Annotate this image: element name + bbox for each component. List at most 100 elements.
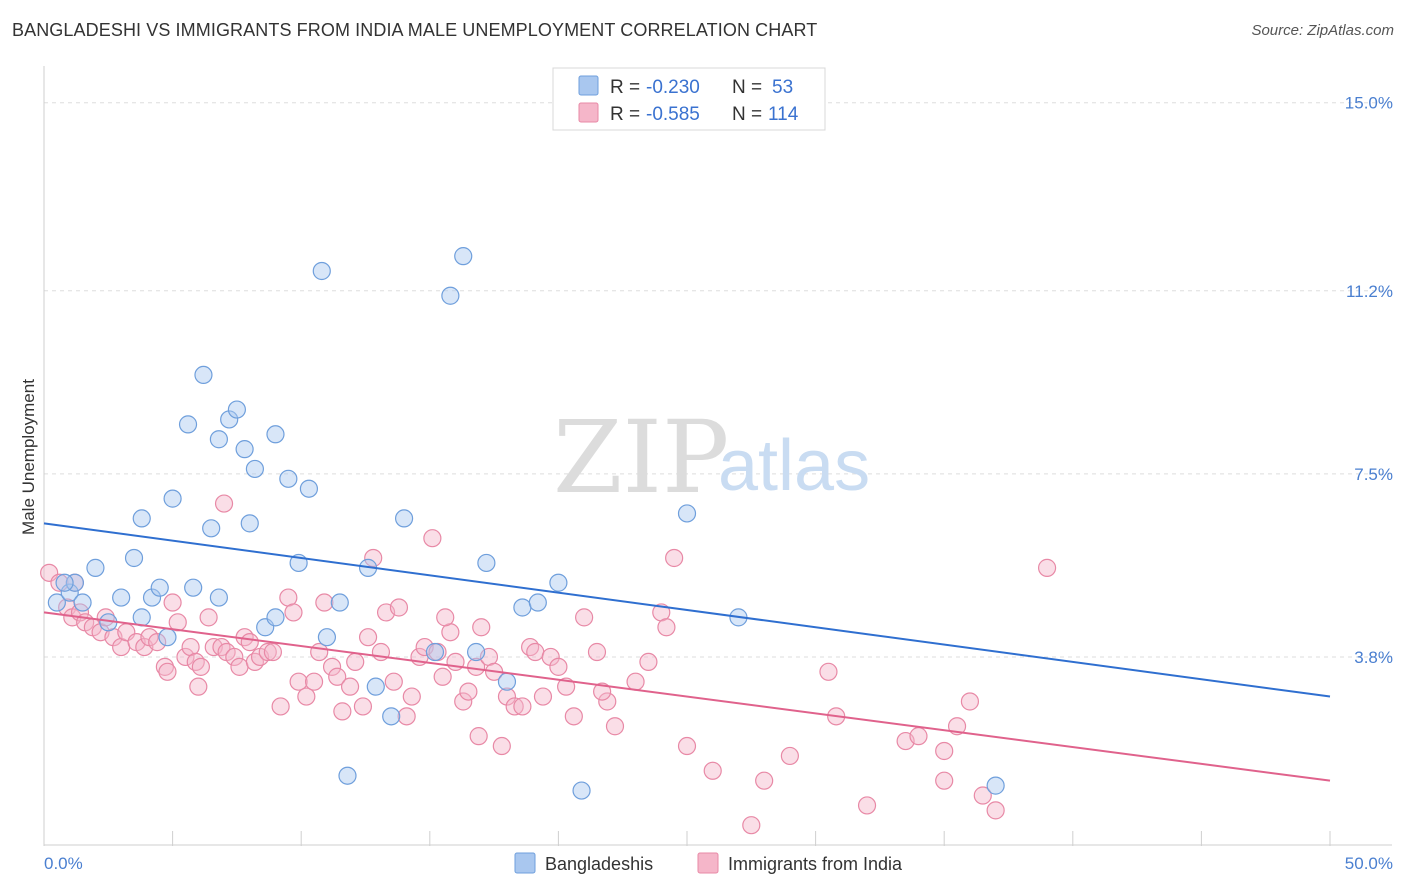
immigrants-india-point bbox=[575, 608, 594, 627]
grid bbox=[44, 102, 1392, 658]
y-axis-label: Male Unemployment bbox=[19, 379, 38, 535]
immigrants-india-point bbox=[587, 642, 607, 662]
immigrants-india-point bbox=[199, 608, 218, 627]
bangladeshis-point bbox=[266, 425, 285, 444]
tick-labels: 3.8% 7.5% 11.2% 15.0% 0.0% 50.0% bbox=[44, 94, 1393, 873]
immigrants-india-point bbox=[186, 652, 205, 672]
immigrants-india-point bbox=[454, 692, 473, 711]
immigrants-india-point bbox=[304, 672, 324, 691]
immigrants-india-trend-line bbox=[43, 611, 1331, 782]
legend-n-value-immigrants-india: 114 bbox=[768, 104, 799, 125]
bangladeshis-point bbox=[366, 677, 385, 696]
bangladeshis-point bbox=[338, 766, 357, 785]
bangladeshis-point bbox=[235, 440, 254, 459]
bangladeshis-point bbox=[124, 548, 144, 568]
immigrants-india-point bbox=[497, 687, 517, 706]
bangladeshis-point bbox=[60, 583, 79, 602]
immigrants-india-point bbox=[677, 736, 697, 756]
immigrants-india-point bbox=[364, 548, 383, 568]
immigrants-india-point bbox=[176, 647, 195, 667]
y-tick-label: 7.5% bbox=[1354, 465, 1393, 484]
bangladeshis-point bbox=[163, 489, 182, 508]
legend-r-value-bangladeshis: -0.230 bbox=[646, 77, 700, 98]
immigrants-india-point bbox=[526, 642, 545, 662]
immigrants-india-point bbox=[935, 741, 954, 761]
immigrants-india-point bbox=[639, 652, 658, 672]
axes bbox=[43, 66, 1392, 846]
immigrants-india-point bbox=[225, 647, 244, 667]
immigrants-india-point bbox=[436, 608, 455, 627]
legend-n-label: N = bbox=[732, 77, 762, 98]
bangladeshis-point bbox=[178, 415, 198, 434]
immigrants-india-point bbox=[742, 816, 761, 835]
bangladeshis-point bbox=[677, 504, 697, 523]
immigrants-india-point bbox=[240, 633, 259, 652]
bangladeshis-point bbox=[132, 509, 151, 528]
legend-r-label: R = bbox=[610, 77, 640, 98]
bangladeshis-point bbox=[47, 593, 66, 612]
immigrants-india-point bbox=[703, 761, 722, 780]
x-tick-label: 50.0% bbox=[1345, 854, 1393, 873]
immigrants-india-point bbox=[960, 692, 980, 711]
immigrants-india-point bbox=[191, 657, 210, 676]
immigrants-india-point bbox=[148, 633, 167, 652]
y-tick-label: 3.8% bbox=[1354, 648, 1393, 667]
bangladeshis-point bbox=[150, 578, 169, 597]
immigrants-india-point bbox=[289, 672, 308, 691]
bangladeshis-point bbox=[330, 593, 349, 612]
bangladeshis-point bbox=[382, 707, 401, 726]
bangladeshis-point bbox=[158, 628, 177, 647]
immigrants-india-point bbox=[549, 657, 568, 676]
immigrants-india-point bbox=[212, 637, 231, 657]
bottom-legend-swatch-bangladeshis bbox=[514, 852, 536, 874]
legend-r-label: R = bbox=[610, 104, 640, 125]
bangladeshis-point bbox=[202, 519, 221, 538]
immigrants-india-point bbox=[322, 657, 342, 676]
immigrants-india-point bbox=[986, 801, 1005, 820]
immigrants-india-point bbox=[155, 657, 174, 676]
immigrants-india-point bbox=[230, 657, 249, 676]
bangladeshis-point bbox=[220, 410, 239, 429]
legend-r-value-immigrants-india: -0.585 bbox=[646, 104, 700, 125]
bangladeshis-point bbox=[245, 459, 265, 479]
immigrants-india-point bbox=[505, 697, 524, 716]
bangladeshis-point bbox=[240, 514, 259, 533]
immigrants-india-point bbox=[389, 598, 409, 617]
immigrants-india-point bbox=[297, 687, 316, 706]
bangladeshis-point bbox=[299, 479, 319, 498]
immigrants-india-point bbox=[564, 707, 583, 726]
data-points bbox=[40, 247, 1057, 835]
bangladeshis-point bbox=[209, 588, 228, 607]
bangladeshis-point bbox=[477, 553, 496, 573]
immigrants-india-point bbox=[158, 662, 177, 681]
bangladeshis-point bbox=[279, 469, 298, 488]
immigrants-india-point bbox=[857, 796, 877, 815]
bangladeshis-trend-line bbox=[43, 522, 1331, 698]
immigrants-india-point bbox=[245, 652, 265, 672]
bangladeshis-point bbox=[65, 573, 84, 592]
immigrants-india-point bbox=[214, 494, 234, 513]
immigrants-india-point bbox=[755, 771, 774, 790]
immigrants-india-point bbox=[402, 687, 421, 706]
bottom-legend: Bangladeshis Immigrants from India bbox=[514, 852, 903, 874]
bangladeshis-point bbox=[312, 261, 331, 281]
immigrants-india-point bbox=[541, 647, 560, 667]
immigrants-india-point bbox=[472, 618, 491, 637]
legend-swatch-bangladeshis bbox=[578, 75, 599, 96]
chart-source: Source: ZipAtlas.com bbox=[1251, 22, 1394, 39]
immigrants-india-point bbox=[271, 697, 290, 716]
legend: R = -0.230 N = 53 R = -0.585 N = 114 bbox=[552, 67, 826, 131]
immigrants-india-point bbox=[1037, 558, 1057, 577]
immigrants-india-point bbox=[315, 593, 334, 612]
watermark: ZIP atlas bbox=[553, 399, 870, 516]
bottom-legend-swatch-immigrants-india bbox=[697, 852, 719, 874]
bangladeshis-point bbox=[184, 578, 203, 597]
immigrants-india-point bbox=[521, 637, 540, 657]
immigrants-india-point bbox=[423, 529, 442, 548]
bangladeshis-point bbox=[986, 776, 1005, 795]
bottom-legend-label-immigrants-india: Immigrants from India bbox=[728, 854, 903, 874]
bangladeshis-point bbox=[209, 430, 228, 449]
immigrants-india-point bbox=[340, 677, 360, 696]
immigrants-india-point bbox=[533, 687, 553, 706]
bangladeshis-point bbox=[227, 400, 246, 419]
